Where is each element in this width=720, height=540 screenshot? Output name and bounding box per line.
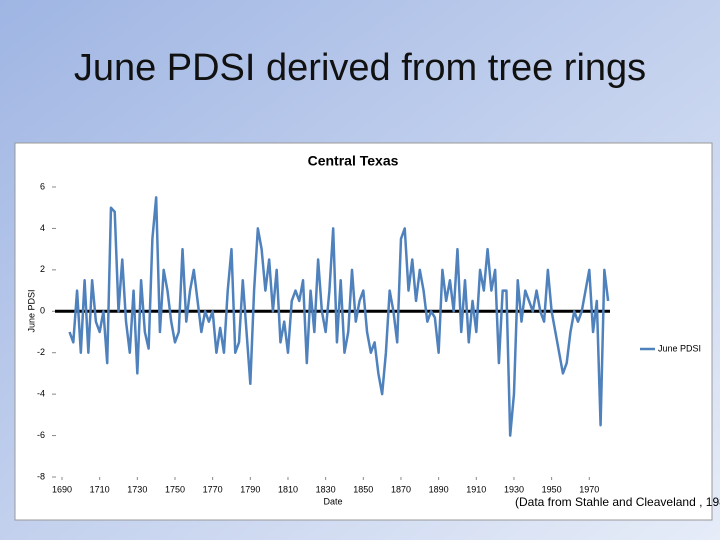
y-tick-label: 6 <box>40 181 45 191</box>
x-tick-label: 1970 <box>579 484 599 494</box>
y-tick-label: -4 <box>37 389 45 399</box>
y-tick-label: -2 <box>37 347 45 357</box>
x-tick-label: 1730 <box>127 484 147 494</box>
legend-label: June PDSI <box>658 343 701 353</box>
x-tick-label: 1870 <box>391 484 411 494</box>
x-tick-label: 1750 <box>165 484 185 494</box>
x-tick-label: 1690 <box>52 484 72 494</box>
x-tick-label: 1790 <box>240 484 260 494</box>
x-tick-label: 1710 <box>90 484 110 494</box>
x-tick-label: 1950 <box>542 484 562 494</box>
x-tick-label: 1850 <box>353 484 373 494</box>
y-tick-label: -6 <box>37 430 45 440</box>
x-axis-label: Date <box>323 496 342 506</box>
x-tick-label: 1890 <box>429 484 449 494</box>
annotation: (Data from Stahle and Cleaveland , 198 <box>515 495 720 509</box>
x-tick-label: 1910 <box>466 484 486 494</box>
slide-title: June PDSI derived from tree rings <box>74 47 646 89</box>
chart-title: Central Texas <box>308 153 399 169</box>
x-tick-label: 1810 <box>278 484 298 494</box>
y-tick-label: -8 <box>37 471 45 481</box>
y-tick-label: 4 <box>40 223 45 233</box>
y-tick-label: 2 <box>40 264 45 274</box>
data-line <box>68 196 610 437</box>
y-tick-label: 0 <box>40 306 45 316</box>
y-axis-label: June PDSI <box>26 289 36 332</box>
x-tick-label: 1770 <box>203 484 223 494</box>
x-tick-label: 1930 <box>504 484 524 494</box>
chart-area <box>14 142 713 521</box>
x-tick-label: 1830 <box>316 484 336 494</box>
